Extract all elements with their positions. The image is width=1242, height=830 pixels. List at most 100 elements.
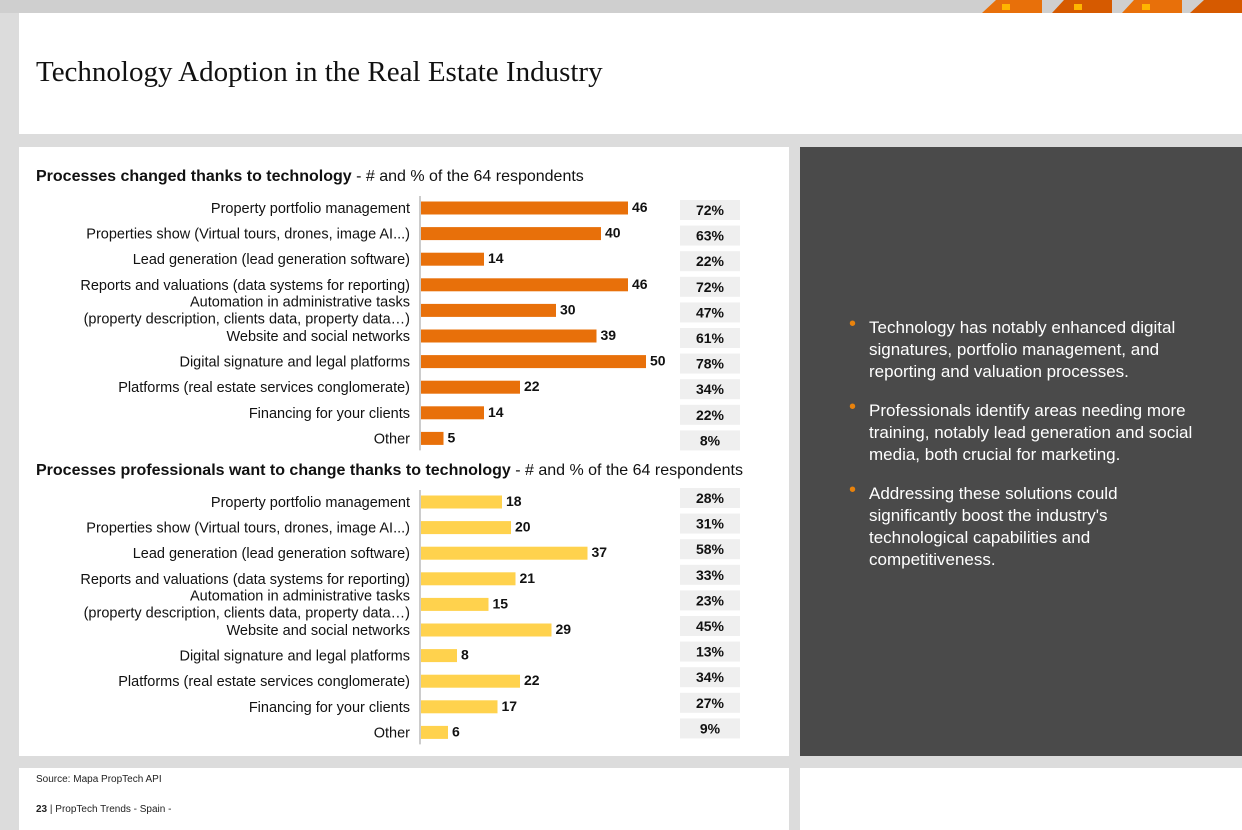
insights-panel — [800, 147, 1242, 756]
percentage-label: 34% — [696, 381, 725, 397]
percentage-label: 23% — [696, 592, 725, 608]
data-label: 6 — [452, 723, 460, 739]
data-label: 18 — [506, 493, 522, 509]
percentage-label: 47% — [696, 304, 725, 320]
chart-title-main: Processes professionals want to change t… — [36, 462, 511, 479]
footer-panel — [19, 768, 789, 830]
chart-title-main: Processes changed thanks to technology — [36, 168, 352, 185]
chart-bar — [421, 380, 520, 394]
data-label: 14 — [488, 250, 504, 266]
category-label: Website and social networks — [227, 623, 411, 639]
chart-bar — [421, 546, 588, 560]
category-label: Digital signature and legal platforms — [179, 355, 410, 371]
chart-title-sub: - # and % of the 64 respondents — [352, 168, 584, 185]
insight-text: Technology has notably enhanced digital … — [869, 318, 1176, 381]
data-label: 21 — [520, 570, 536, 586]
footer-label: | PropTech Trends - Spain - — [47, 804, 172, 815]
percentage-label: 72% — [696, 279, 725, 295]
chart-bar — [421, 521, 511, 535]
chart-bar — [421, 431, 444, 445]
chart-bar — [421, 355, 646, 369]
category-label: Financing for your clients — [249, 700, 410, 716]
category-label: Platforms (real estate services conglome… — [118, 380, 410, 396]
percentage-box — [680, 667, 740, 688]
chart-bar — [421, 303, 556, 317]
insight-text: Professionals identify areas needing mor… — [869, 401, 1193, 464]
bullet-icon: • — [849, 479, 857, 501]
chart-bar — [421, 252, 484, 266]
percentage-box — [680, 513, 740, 534]
chart-bar — [421, 495, 502, 509]
category-label: Property portfolio management — [211, 495, 410, 511]
data-label: 14 — [488, 404, 504, 420]
category-label: Lead generation (lead generation softwar… — [133, 546, 410, 562]
percentage-box — [680, 225, 740, 246]
insight-text: Addressing these solutions could signifi… — [869, 484, 1118, 569]
page-footer: 23 | PropTech Trends - Spain - — [36, 804, 171, 815]
chart-title: Processes professionals want to change t… — [36, 462, 743, 479]
category-label: Automation in administrative tasks — [190, 588, 410, 604]
chart-title: Processes changed thanks to technology -… — [36, 168, 584, 185]
percentage-label: 31% — [696, 516, 725, 532]
percentage-label: 22% — [696, 407, 725, 423]
chart-bar — [421, 674, 520, 688]
percentage-label: 28% — [696, 490, 725, 506]
percentage-box — [680, 430, 740, 451]
percentage-box — [680, 641, 740, 662]
percentage-label: 13% — [696, 644, 725, 660]
data-label: 22 — [524, 378, 540, 394]
category-label: Platforms (real estate services conglome… — [118, 674, 410, 690]
percentage-box — [680, 564, 740, 585]
percentage-label: 33% — [696, 567, 725, 583]
chart-bar — [421, 278, 628, 292]
percentage-box — [680, 302, 740, 323]
chart-bar — [421, 406, 484, 420]
percentage-box — [680, 404, 740, 425]
chart-title-sub: - # and % of the 64 respondents — [511, 462, 743, 479]
decorative-pattern — [982, 0, 1242, 13]
chart-bar — [421, 700, 498, 714]
category-label: Lead generation (lead generation softwar… — [133, 252, 410, 268]
data-label: 15 — [493, 595, 509, 611]
insight-item: • Technology has notably enhanced digital… — [849, 313, 1209, 383]
data-label: 17 — [502, 698, 518, 714]
page-number: 23 — [36, 804, 48, 815]
top-strip — [0, 0, 1242, 13]
data-label: 8 — [461, 647, 469, 663]
category-label: Properties show (Virtual tours, drones, … — [86, 521, 410, 537]
category-label: Other — [374, 725, 410, 741]
percentage-label: 78% — [696, 356, 725, 372]
data-label: 37 — [592, 544, 608, 560]
category-label: Other — [374, 431, 410, 447]
percentage-label: 27% — [696, 695, 725, 711]
percentage-label: 8% — [700, 432, 721, 448]
category-label: (property description, clients data, pro… — [84, 605, 410, 621]
insights-list: • Technology has notably enhanced digital… — [849, 313, 1209, 588]
page-title: Technology Adoption in the Real Estate I… — [36, 56, 603, 88]
percentage-label: 22% — [696, 253, 725, 269]
bullet-icon: • — [849, 396, 857, 418]
percentage-box — [680, 616, 740, 636]
percentage-label: 58% — [696, 541, 725, 557]
percentage-box — [680, 276, 740, 297]
category-label: Property portfolio management — [211, 201, 410, 217]
chart-bar — [421, 649, 457, 663]
percentage-box — [680, 251, 740, 272]
footer-right-panel — [800, 768, 1242, 830]
category-label: Digital signature and legal platforms — [179, 649, 410, 665]
bullet-icon: • — [849, 313, 857, 335]
chart-bar — [421, 201, 628, 215]
category-label: Reports and valuations (data systems for… — [80, 278, 410, 294]
category-label: Automation in administrative tasks — [190, 294, 410, 310]
percentage-box — [680, 539, 740, 560]
percentage-label: 9% — [700, 720, 721, 736]
percentage-label: 63% — [696, 228, 725, 244]
chart-panel — [19, 147, 789, 756]
insight-item: • Addressing these solutions could signif… — [849, 479, 1209, 571]
percentage-box — [680, 488, 740, 508]
category-label: Financing for your clients — [249, 406, 410, 422]
data-label: 5 — [448, 429, 456, 445]
percentage-box — [680, 200, 740, 220]
data-label: 39 — [601, 327, 617, 343]
